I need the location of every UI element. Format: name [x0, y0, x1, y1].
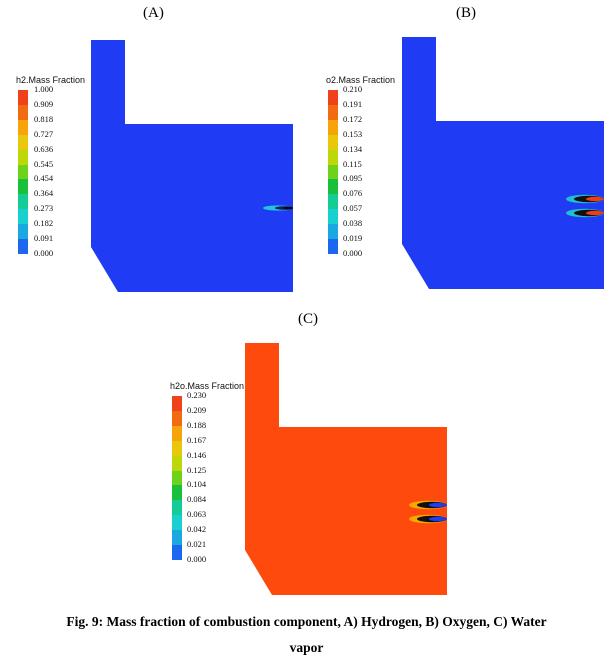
legend-tick-label: 0.134: [343, 143, 363, 154]
legend-swatch: [18, 239, 28, 255]
legend-tick-label: 0.153: [343, 128, 363, 139]
legend-tick-label: 0.076: [343, 188, 363, 199]
legend-tick-label: 0.209: [187, 404, 207, 415]
legend-tick-label: 0.091: [34, 233, 54, 243]
legend-tick-label: 0.182: [34, 218, 54, 229]
legend-swatch: [18, 224, 28, 240]
legend-swatch: [18, 164, 28, 180]
legend-tick-label: 0.818: [34, 113, 54, 124]
legend-tick-label: 0.000: [343, 247, 363, 258]
legend-swatch: [172, 455, 182, 471]
legend-swatch: [18, 209, 28, 225]
legend-tick-label: 0.172: [343, 113, 363, 124]
legend-tick-label: 0.273: [34, 203, 54, 214]
panel-b-legend-title: o2.Mass Fraction: [326, 75, 396, 85]
legend-swatch: [172, 530, 182, 546]
legend-swatch: [18, 179, 28, 195]
legend-swatch: [172, 500, 182, 516]
legend-swatch: [328, 164, 338, 180]
legend-tick-label: 0.636: [34, 143, 54, 154]
legend-swatch: [328, 179, 338, 195]
legend-swatch: [172, 545, 182, 561]
legend-tick-label: 0.038: [343, 218, 363, 229]
panel-c-legend-title: h2o.Mass Fraction: [170, 381, 245, 391]
panel-a-legend-title: h2.Mass Fraction: [16, 75, 86, 85]
panel-a-color-legend: [18, 90, 28, 255]
panel-a-label: (A): [143, 5, 164, 21]
combustor-domain: [91, 40, 293, 292]
legend-swatch: [328, 104, 338, 121]
legend-tick-label: 0.909: [34, 98, 54, 109]
panel-c-color-legend: [172, 396, 182, 561]
legend-tick-label: 0.000: [34, 247, 54, 258]
legend-tick-label: 0.210: [343, 84, 363, 94]
legend-tick-label: 0.021: [187, 539, 207, 549]
upper-jet-core: [429, 502, 447, 508]
lower-jet-core: [429, 516, 447, 522]
legend-tick-label: 0.042: [187, 524, 207, 535]
legend-tick-label: 0.084: [187, 494, 207, 505]
legend-swatch: [328, 149, 338, 165]
figure-caption-line-1: Fig. 9: Mass fraction of combustion comp…: [66, 614, 547, 629]
legend-tick-label: 1.000: [34, 84, 54, 94]
panel-c-label: (C): [298, 311, 318, 327]
legend-tick-label: 0.545: [34, 158, 54, 169]
legend-swatch: [172, 515, 182, 531]
figure-caption-line-2: vapor: [289, 640, 324, 655]
combustor-domain: [402, 37, 604, 289]
legend-swatch: [328, 239, 338, 255]
legend-swatch: [328, 224, 338, 240]
legend-tick-label: 0.104: [187, 479, 207, 490]
legend-swatch: [172, 470, 182, 486]
legend-swatch: [18, 104, 28, 121]
legend-swatch: [18, 134, 28, 151]
legend-tick-label: 0.167: [187, 434, 207, 445]
legend-swatch: [172, 396, 182, 412]
panel-b-label: (B): [456, 5, 476, 21]
panel-b-color-legend: [328, 90, 338, 255]
legend-swatch: [172, 440, 182, 457]
legend-tick-label: 0.125: [187, 464, 207, 475]
legend-swatch: [18, 194, 28, 210]
legend-tick-label: 0.364: [34, 188, 54, 199]
legend-tick-label: 0.230: [187, 390, 207, 400]
legend-swatch: [18, 119, 28, 136]
legend-swatch: [172, 485, 182, 501]
legend-tick-label: 0.057: [343, 203, 363, 214]
legend-swatch: [328, 209, 338, 225]
lower-jet-core: [586, 210, 604, 216]
legend-tick-label: 0.188: [187, 419, 207, 430]
legend-tick-label: 0.191: [343, 98, 363, 109]
legend-swatch: [328, 134, 338, 151]
legend-tick-label: 0.115: [343, 158, 362, 169]
legend-tick-label: 0.146: [187, 449, 207, 460]
legend-swatch: [328, 119, 338, 136]
legend-swatch: [172, 425, 182, 442]
legend-swatch: [18, 90, 28, 106]
combustor-domain: [245, 343, 447, 595]
legend-tick-label: 0.063: [187, 509, 207, 520]
legend-tick-label: 0.095: [343, 173, 363, 184]
legend-swatch: [18, 149, 28, 165]
legend-tick-label: 0.454: [34, 173, 54, 184]
legend-tick-label: 0.019: [343, 233, 363, 243]
legend-swatch: [172, 410, 182, 427]
legend-tick-label: 0.000: [187, 553, 207, 564]
hydrogen-jet-core: [284, 206, 293, 210]
legend-swatch: [328, 194, 338, 210]
upper-jet-core: [586, 196, 604, 202]
legend-swatch: [328, 90, 338, 106]
legend-tick-label: 0.727: [34, 128, 54, 139]
